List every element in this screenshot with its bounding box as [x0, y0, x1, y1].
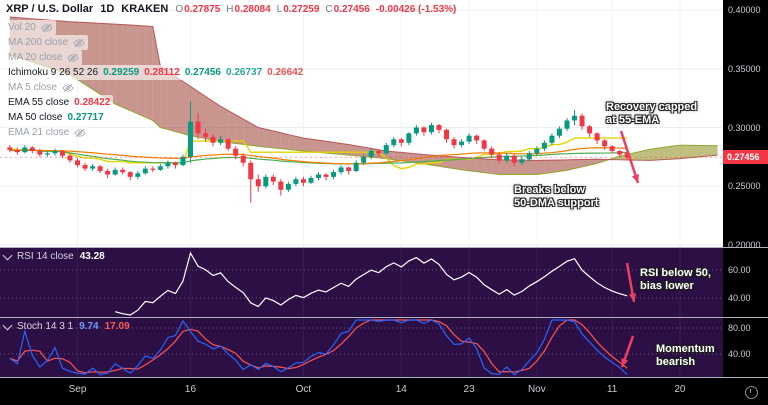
collapse-stoch-chevron-icon[interactable]	[2, 320, 13, 330]
low-label: L	[276, 4, 283, 15]
last-price-tag: 0.27456	[723, 150, 768, 164]
candles-layer	[7, 101, 630, 203]
legend-row-ma20[interactable]: MA 20 close	[5, 50, 83, 65]
low-value: 0.27259	[283, 4, 320, 15]
price-axis-label: 0.30000	[728, 122, 761, 133]
price-axis-label: 0.40000	[728, 5, 761, 15]
close-label: C	[325, 4, 333, 15]
clock-icon[interactable]	[745, 386, 758, 399]
rsi-value: 43.28	[79, 251, 105, 262]
eye-slash-icon[interactable]	[62, 82, 74, 94]
legend-value: 0.29259	[103, 67, 140, 78]
collapse-rsi-chevron-icon[interactable]	[2, 250, 13, 260]
symbol-name[interactable]: XRP / U.S. Dollar	[6, 3, 94, 15]
legend-value: 0.27456	[184, 67, 221, 78]
price-axis-label: 0.35000	[728, 63, 761, 74]
price-axis[interactable]: 0.40000 0.35000 0.30000 0.25000 0.20000 60.00…	[723, 0, 768, 405]
legend-row-ema21[interactable]: EMA 21 close	[5, 125, 90, 140]
rsi-title[interactable]: RSI 14 close	[17, 251, 74, 262]
exchange-name[interactable]: KRAKEN	[121, 3, 169, 15]
legend-label: EMA 21 close	[8, 127, 70, 138]
legend-row-ema55[interactable]: EMA 55 close 0.28422	[5, 95, 114, 110]
panel-separator[interactable]	[0, 317, 768, 318]
panel-separator[interactable]	[0, 377, 768, 378]
stoch-axis-label: 40.00	[728, 349, 751, 359]
legend-label: MA 200 close	[8, 37, 69, 48]
panel-separator[interactable]	[0, 247, 768, 248]
legend-value: 0.26642	[267, 67, 304, 78]
time-axis-label: Nov	[527, 384, 546, 395]
legend-label: MA 5 close	[8, 82, 57, 93]
high-value: 0.28084	[234, 4, 271, 15]
chart-header: XRP / U.S. Dollar 1D KRAKEN O 0.27875 H 0.…	[6, 3, 456, 15]
time-axis-label: 23	[463, 384, 475, 395]
rsi-header: RSI 14 close 43.28	[2, 250, 105, 262]
legend-label: EMA 55 close	[8, 97, 70, 108]
time-axis-label: 16	[184, 384, 197, 395]
time-axis-label: 20	[674, 384, 686, 395]
legend-value: 0.27717	[67, 112, 104, 123]
indicator-legend: Vol 20 MA 200 close MA 20 close Ichimoku 9 …	[5, 20, 307, 140]
close-value: 0.27456	[333, 4, 370, 15]
stochastic-panel[interactable]	[0, 318, 723, 377]
stoch-canvas[interactable]	[0, 318, 723, 377]
eye-slash-icon[interactable]	[73, 37, 85, 49]
stoch-title[interactable]: Stoch 14 3 1	[17, 321, 74, 332]
rsi-axis-label: 60.00	[728, 265, 751, 275]
ohlc-readout: O 0.27875 H 0.28084 L 0.27259 C 0.27456 -0.0…	[175, 4, 456, 15]
eye-slash-icon[interactable]	[74, 127, 86, 139]
eye-slash-icon[interactable]	[67, 52, 79, 64]
legend-label: Vol 20	[8, 22, 36, 33]
stoch-axis-label: 80.00	[728, 323, 751, 333]
stoch-header: Stoch 14 3 1 9.74 17.09	[2, 320, 130, 332]
legend-row-volume[interactable]: Vol 20	[5, 20, 56, 35]
rsi-canvas[interactable]	[0, 248, 723, 317]
legend-value: 0.26737	[225, 67, 263, 78]
time-axis-label: Sep	[68, 384, 87, 395]
legend-row-ma5[interactable]: MA 5 close	[5, 80, 77, 95]
eye-slash-icon[interactable]	[41, 22, 53, 34]
legend-row-ichimoku[interactable]: Ichimoku 9 26 52 26 0.29259 0.28112 0.27456…	[5, 65, 307, 80]
rsi-axis-label: 40.00	[728, 293, 751, 303]
stoch-k-value: 9.74	[79, 321, 99, 332]
legend-value: 0.28422	[74, 97, 111, 108]
price-axis-label: 0.25000	[728, 181, 761, 192]
time-axis-label: 11	[606, 384, 618, 395]
interval-selector[interactable]: 1D	[100, 3, 115, 15]
price-axis-label: 0.20000	[728, 240, 761, 250]
legend-label: Ichimoku 9 26 52 26	[8, 67, 99, 78]
change-value: -0.00426 (-1.53%)	[375, 4, 457, 15]
legend-row-ma50[interactable]: MA 50 close 0.27717	[5, 110, 107, 125]
stoch-d-value: 17.09	[104, 321, 130, 332]
legend-row-ma200[interactable]: MA 200 close	[5, 35, 89, 50]
time-axis-label: 14	[395, 384, 407, 395]
legend-value: 0.28112	[144, 67, 180, 78]
rsi-panel[interactable]	[0, 248, 723, 317]
open-value: 0.27875	[184, 4, 221, 15]
open-label: O	[175, 4, 184, 15]
legend-label: MA 50 close	[8, 112, 63, 123]
time-axis-label: Oct	[295, 384, 312, 395]
time-axis[interactable]: Sep 16 Oct 14 23 Nov 11 20	[0, 378, 768, 405]
high-label: H	[226, 4, 234, 15]
legend-label: MA 20 close	[8, 52, 63, 63]
